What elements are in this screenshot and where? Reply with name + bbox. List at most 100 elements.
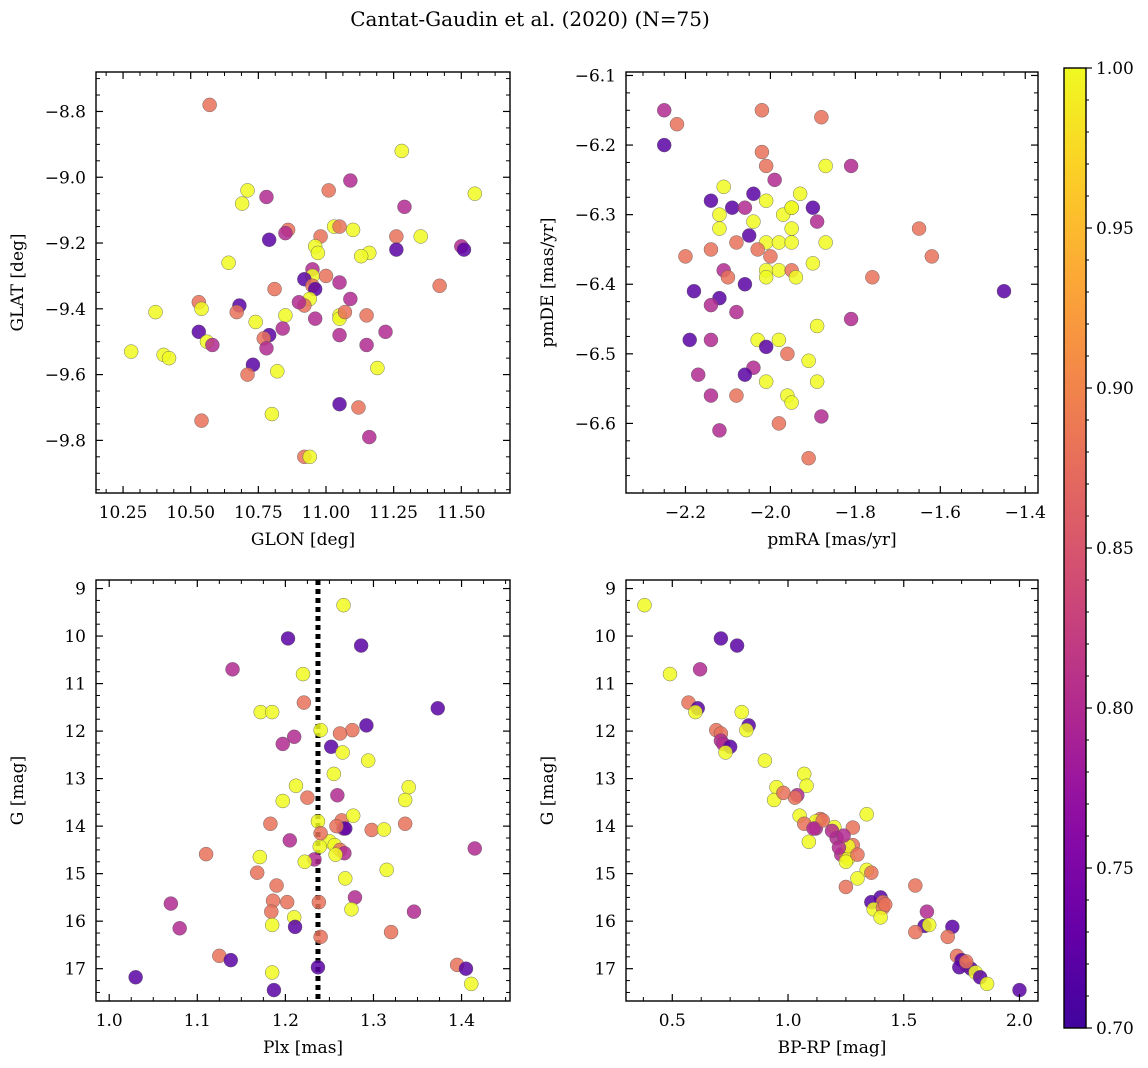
data-point-51 — [809, 318, 825, 334]
data-point-46 — [686, 283, 702, 299]
data-point-61 — [287, 919, 303, 935]
data-point-39 — [194, 301, 209, 317]
data-point-71 — [291, 295, 307, 310]
x-tick-label: 1.3 — [360, 1011, 387, 1031]
x-axis-label: GLON [deg] — [251, 530, 355, 550]
data-point-68 — [814, 409, 829, 424]
panel-plx-g: 1.0 1.1 1.2 1.3 1.4 9 10 11 12 13 14 15 16 17 Plx [mas… — [8, 579, 511, 1058]
data-point-55 — [703, 332, 719, 348]
data-point-49 — [191, 324, 207, 340]
data-point-22 — [300, 790, 315, 805]
data-point-49 — [338, 871, 353, 886]
data-point-45 — [278, 308, 293, 323]
data-point-5 — [754, 144, 770, 160]
data-point-10 — [716, 179, 731, 195]
data-point-48 — [332, 327, 347, 343]
data-point-1 — [754, 103, 770, 118]
plot-frame — [95, 579, 511, 1002]
data-point-4 — [657, 137, 672, 153]
data-point-73 — [248, 314, 263, 330]
y-tick-label: 9 — [75, 580, 86, 600]
data-point-4 — [295, 666, 311, 682]
y-axis-label: pmDE [mas/yr] — [538, 217, 558, 347]
data-point-12 — [703, 193, 719, 208]
data-point-69 — [815, 813, 830, 828]
data-point-64 — [703, 388, 719, 403]
data-points — [637, 597, 1027, 998]
data-point-54 — [359, 337, 374, 353]
colorbar-tick-label: 0.95 — [1096, 219, 1134, 239]
data-point-26 — [310, 814, 326, 829]
x-tick-label: −1.8 — [835, 503, 876, 523]
y-tick-label: 14 — [594, 817, 616, 837]
panel-pmra-pmde: −2.2 −2.0 −1.8 −1.6 −1.4 −6.6 −6.5 −6.4 −6.3 −6.2… — [538, 66, 1046, 550]
colorbar-tick-label: 0.90 — [1096, 379, 1134, 399]
data-point-15 — [323, 739, 339, 754]
data-point-31 — [267, 281, 282, 297]
data-point-1 — [394, 143, 409, 159]
data-point-73 — [266, 982, 282, 998]
data-point-15 — [758, 193, 774, 208]
data-point-12 — [332, 726, 348, 741]
y-tick-label: −6.3 — [575, 206, 616, 226]
data-point-7 — [688, 704, 703, 720]
data-point-0 — [657, 103, 672, 118]
data-point-8 — [259, 189, 274, 205]
data-point-2 — [729, 638, 745, 653]
y-tick-label: 16 — [64, 912, 86, 932]
x-tick-label: 1.0 — [96, 1011, 123, 1031]
data-point-65 — [264, 406, 280, 422]
y-tick-label: −6.2 — [575, 136, 616, 156]
data-point-39 — [805, 256, 821, 271]
data-point-25 — [221, 255, 236, 270]
data-point-69 — [458, 961, 474, 976]
data-point-63 — [383, 924, 399, 940]
colorbar-tick-label: 0.75 — [1096, 859, 1134, 879]
data-point-28 — [263, 816, 278, 831]
data-point-65 — [729, 388, 744, 403]
colorbar-gradient — [1063, 67, 1087, 1029]
data-point-45 — [996, 283, 1012, 299]
x-tick-label: −2.2 — [665, 503, 706, 523]
data-point-54 — [771, 332, 787, 348]
data-points — [123, 97, 483, 465]
y-axis-label: G [mag] — [538, 756, 558, 825]
y-axis-label: GLAT [deg] — [8, 233, 28, 331]
data-point-50 — [843, 311, 859, 327]
data-point-71 — [801, 451, 816, 466]
data-point-8 — [818, 158, 833, 174]
data-point-43 — [850, 871, 865, 886]
y-tick-label: 15 — [64, 865, 86, 885]
data-point-21 — [389, 242, 404, 257]
x-tick-label: 1.2 — [272, 1011, 299, 1031]
data-point-32 — [332, 275, 347, 290]
data-point-3 — [662, 666, 678, 682]
data-point-67 — [784, 395, 799, 410]
y-tick-label: 17 — [594, 960, 616, 980]
data-point-24 — [859, 807, 874, 822]
data-point-11 — [313, 722, 328, 738]
data-point-23 — [397, 792, 413, 808]
x-tick-label: 10.25 — [99, 503, 148, 523]
x-tick-label: 0.5 — [659, 1011, 686, 1031]
data-point-19 — [737, 200, 753, 215]
data-point-36 — [771, 263, 787, 278]
data-point-23 — [310, 245, 326, 261]
data-point-0 — [202, 97, 217, 113]
data-point-62 — [240, 367, 255, 382]
y-tick-label: −9.8 — [45, 431, 86, 451]
data-point-70 — [337, 304, 353, 320]
data-point-31 — [703, 242, 719, 257]
data-point-19 — [288, 778, 304, 793]
y-tick-label: −6.6 — [575, 414, 616, 434]
y-tick-label: 13 — [64, 770, 86, 790]
data-point-60 — [370, 360, 385, 376]
data-point-20 — [784, 200, 799, 215]
data-point-62 — [172, 921, 187, 936]
data-point-34 — [329, 818, 344, 834]
data-point-0 — [336, 597, 351, 613]
x-tick-label: −2.0 — [750, 503, 791, 523]
data-point-9 — [767, 172, 782, 188]
x-tick-label: 1.4 — [448, 1011, 475, 1031]
data-point-14 — [805, 200, 821, 215]
